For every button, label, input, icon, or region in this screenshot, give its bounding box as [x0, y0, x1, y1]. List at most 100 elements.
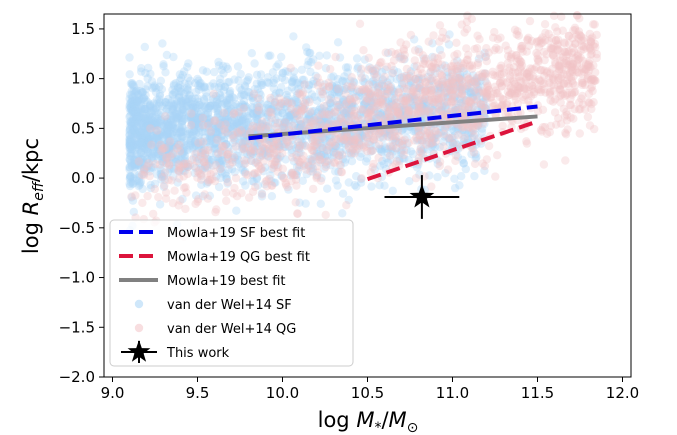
scatter-point — [163, 118, 172, 127]
scatter-point — [149, 104, 158, 113]
scatter-point — [321, 118, 331, 127]
scatter-point — [361, 157, 371, 166]
scatter-point — [198, 120, 208, 130]
scatter-point — [453, 81, 463, 90]
scatter-point — [194, 76, 203, 85]
scatter-point — [403, 126, 412, 135]
scatter-point — [169, 141, 179, 150]
scatter-point — [388, 68, 397, 78]
scatter-point — [194, 85, 204, 94]
scatter-point — [243, 112, 252, 121]
scatter-point — [464, 104, 473, 113]
scatter-point — [304, 56, 313, 66]
scatter-point — [380, 116, 389, 125]
scatter-point — [178, 194, 187, 204]
scatter-point — [473, 121, 482, 130]
scatter-point — [205, 159, 214, 169]
scatter-point — [191, 94, 200, 103]
scatter-point — [442, 101, 451, 110]
scatter-point — [270, 119, 280, 128]
scatter-point — [245, 92, 254, 101]
scatter-point — [412, 61, 422, 70]
scatter-point — [360, 87, 369, 96]
scatter-point — [387, 97, 396, 107]
scatter-point — [135, 135, 144, 144]
scatter-point — [212, 135, 221, 144]
scatter-point — [206, 82, 215, 91]
scatter-point — [161, 146, 170, 155]
scatter-point — [406, 147, 416, 156]
scatter-point — [172, 103, 182, 113]
scatter-point — [243, 75, 253, 85]
scatter-point — [472, 44, 482, 53]
scatter-point — [282, 115, 291, 124]
scatter-point — [280, 142, 289, 151]
scatter-point — [228, 93, 237, 102]
scatter-point — [145, 115, 154, 124]
scatter-point — [206, 129, 215, 138]
scatter-point — [559, 69, 568, 79]
scatter-point — [147, 120, 156, 129]
scatter-point — [207, 123, 216, 132]
scatter-point — [165, 144, 174, 153]
scatter-point — [130, 102, 139, 111]
scatter-point — [130, 160, 140, 169]
scatter-point — [372, 102, 382, 111]
scatter-point — [155, 151, 165, 161]
scatter-point — [157, 128, 166, 137]
scatter-point — [135, 131, 144, 141]
scatter-point — [215, 74, 225, 83]
scatter-point — [371, 79, 380, 88]
scatter-point — [128, 118, 138, 127]
scatter-point — [132, 113, 141, 122]
scatter-point — [453, 64, 463, 74]
scatter-point — [148, 152, 157, 161]
scatter-point — [187, 119, 197, 128]
scatter-point — [198, 149, 207, 159]
scatter-point — [395, 84, 404, 94]
scatter-point — [163, 144, 172, 153]
scatter-point — [387, 99, 397, 109]
scatter-point — [237, 90, 246, 99]
scatter-point — [401, 106, 410, 115]
scatter-point — [299, 104, 308, 114]
scatter-point — [287, 83, 297, 92]
scatter-point — [245, 148, 255, 157]
scatter-point — [134, 176, 144, 186]
scatter-point — [292, 162, 302, 172]
scatter-point — [127, 121, 136, 131]
scatter-point — [211, 139, 221, 148]
scatter-point — [326, 64, 335, 74]
scatter-point — [508, 68, 517, 77]
scatter-point — [384, 109, 393, 119]
scatter-point — [144, 161, 154, 170]
scatter-point — [472, 91, 481, 100]
scatter-point — [164, 120, 173, 129]
scatter-point — [199, 82, 209, 91]
scatter-point — [334, 100, 344, 110]
scatter-point — [428, 76, 437, 86]
scatter-point — [175, 122, 184, 132]
scatter-point — [183, 169, 192, 179]
scatter-point — [202, 179, 211, 188]
scatter-point — [166, 115, 175, 124]
scatter-point — [187, 131, 196, 141]
scatter-point — [258, 144, 267, 153]
scatter-point — [429, 31, 438, 40]
scatter-point — [137, 104, 146, 114]
scatter-point — [377, 109, 386, 119]
scatter-point — [233, 119, 243, 128]
scatter-point — [350, 115, 359, 124]
scatter-point — [368, 146, 377, 155]
scatter-point — [325, 138, 335, 147]
scatter-point — [177, 114, 186, 123]
scatter-point — [155, 131, 165, 140]
scatter-point — [371, 141, 381, 150]
scatter-point — [200, 150, 209, 159]
scatter-point — [280, 117, 290, 126]
scatter-point — [129, 126, 138, 135]
scatter-point — [260, 144, 270, 153]
scatter-point — [212, 103, 221, 113]
scatter-point — [320, 134, 329, 143]
scatter-point — [145, 139, 154, 148]
